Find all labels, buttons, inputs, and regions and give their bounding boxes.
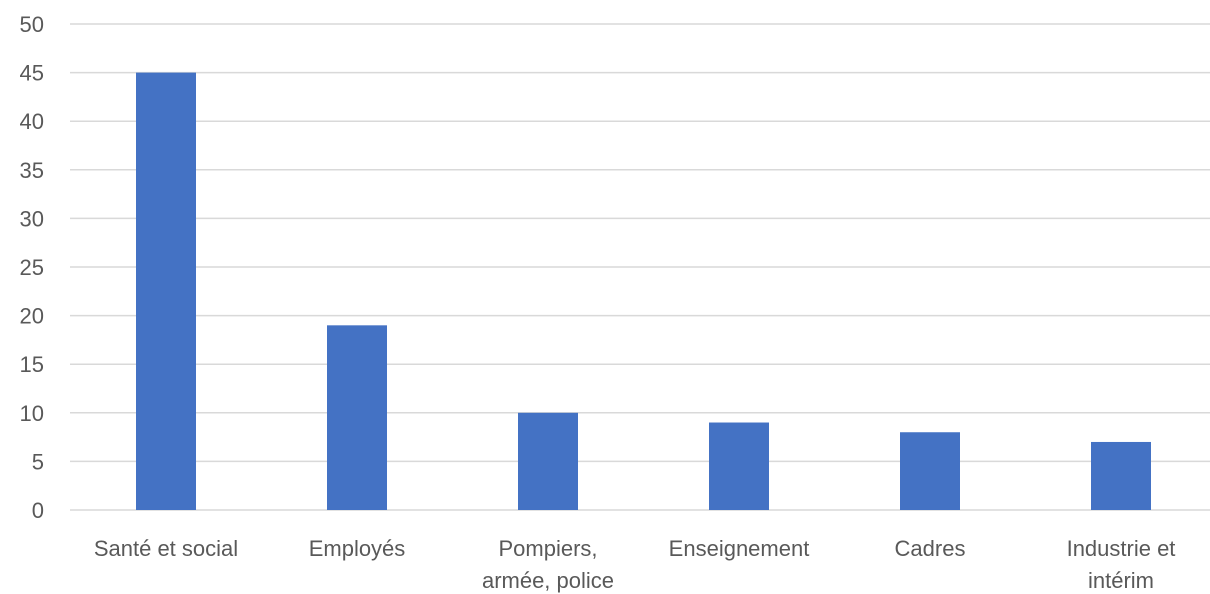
y-tick-label: 30 — [20, 206, 44, 231]
y-tick-label: 0 — [32, 498, 44, 523]
x-category-label-line: Pompiers, — [498, 536, 597, 561]
x-category-label: Employés — [309, 536, 406, 561]
y-tick-label: 50 — [20, 12, 44, 37]
y-axis: 0 5 10 15 20 25 30 35 40 45 50 — [20, 12, 44, 523]
x-category-label: Industrie et intérim — [1067, 536, 1176, 593]
x-category-label-line: Santé et social — [94, 536, 238, 561]
bar — [327, 325, 387, 510]
x-category-label: Pompiers, armée, police — [482, 536, 614, 593]
y-tick-label: 40 — [20, 109, 44, 134]
bar — [900, 432, 960, 510]
x-category-label-line: Employés — [309, 536, 406, 561]
x-category-label-line: Cadres — [895, 536, 966, 561]
y-tick-label: 5 — [32, 449, 44, 474]
bar — [518, 412, 578, 510]
bar — [709, 422, 769, 510]
gridlines — [70, 23, 1210, 511]
y-tick-label: 25 — [20, 255, 44, 280]
x-category-label-line: Industrie et — [1067, 536, 1176, 561]
x-category-label: Santé et social — [94, 536, 238, 561]
bar — [1091, 441, 1151, 510]
y-tick-label: 35 — [20, 158, 44, 183]
y-tick-label: 45 — [20, 61, 44, 86]
y-tick-label: 20 — [20, 304, 44, 329]
x-axis: Santé et social Employés Pompiers, armée, p… — [94, 536, 1176, 593]
x-category-label-line: Enseignement — [669, 536, 810, 561]
y-tick-label: 15 — [20, 352, 44, 377]
x-category-label: Enseignement — [669, 536, 810, 561]
bar — [136, 72, 196, 510]
x-category-label-line: armée, police — [482, 568, 614, 593]
y-tick-label: 10 — [20, 401, 44, 426]
x-category-label: Cadres — [895, 536, 966, 561]
x-category-label-line: intérim — [1088, 568, 1154, 593]
bars — [136, 72, 1151, 510]
